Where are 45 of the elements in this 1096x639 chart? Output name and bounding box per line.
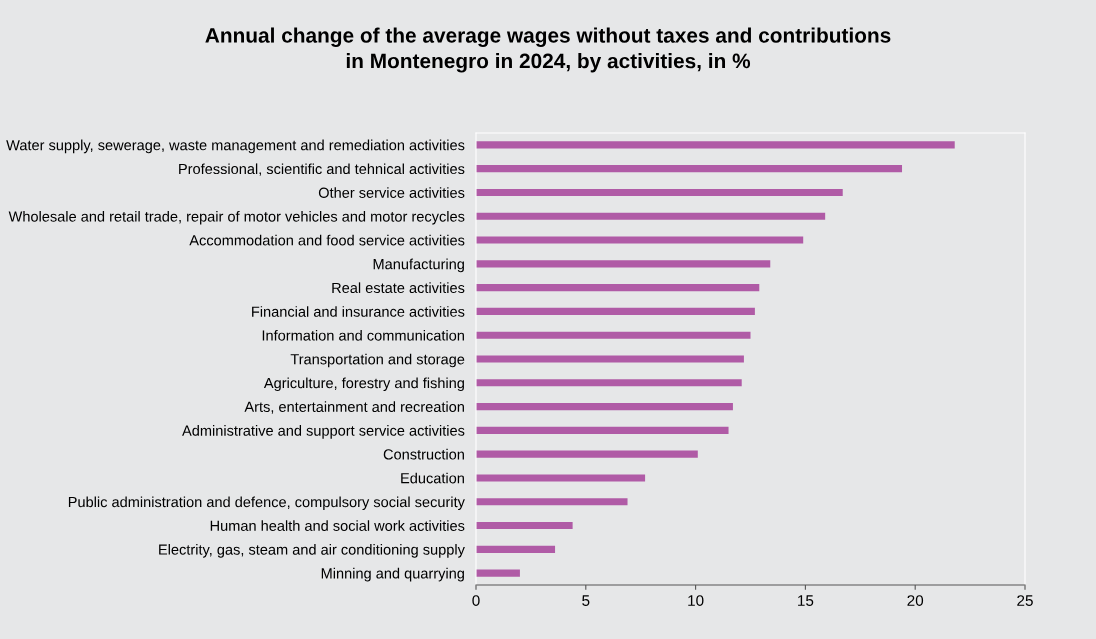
bar: [476, 212, 826, 220]
y-tick-label: Minning and quarrying: [321, 567, 464, 582]
y-tick-label: Information and communication: [262, 329, 464, 341]
bar: [476, 521, 573, 530]
y-tick-label: Transportation and storage: [290, 353, 465, 368]
y-tick-label: Professional, scientific and tehnical activities: [179, 163, 465, 176]
x-tick-label: 10: [688, 595, 704, 606]
bar: [476, 331, 751, 339]
chart-title: Annual change of the average wages without taxes and contributions in Montenegro in 2024, by activities, in %: [205, 27, 891, 73]
bar: [476, 403, 733, 411]
bar: [476, 236, 804, 244]
bar: [476, 260, 771, 268]
y-tick-label: Electrity, gas, steam and air conditioning supply: [159, 544, 465, 558]
y-tick-label: Water supply, sewerage, waste management and remediation activities: [6, 139, 465, 154]
bar: [476, 569, 520, 577]
bar: [476, 188, 843, 197]
x-tick-label: 20: [907, 595, 924, 606]
bar: [476, 165, 903, 173]
x-tick-label: 5: [582, 595, 590, 606]
y-tick-label: Construction: [383, 448, 464, 460]
x-tick-label: 15: [798, 595, 814, 606]
bar: [476, 355, 744, 363]
x-tick-label: 25: [1017, 595, 1033, 606]
y-tick-label: Wholesale and retail trade, repair of motor vehicles and motor recycles: [8, 210, 465, 225]
y-tick-label: Human health and social work activities: [210, 520, 465, 531]
y-tick-label: Arts, entertainment and recreation: [244, 401, 464, 414]
bar: [476, 141, 955, 149]
y-tick-label: Manufacturing: [373, 258, 464, 273]
bar: [476, 307, 755, 315]
y-tick-label: Accommodation and food service activities: [189, 234, 465, 246]
bar: [476, 379, 742, 387]
bar: [476, 284, 760, 292]
y-tick-label: Financial and insurance activities: [252, 306, 465, 317]
y-tick-label: Agriculture, forestry and fishing: [263, 377, 464, 392]
bar: [476, 450, 698, 458]
bar: [476, 545, 556, 553]
y-tick-label: Real estate activities: [332, 282, 465, 294]
y-tick-label: Education: [401, 472, 464, 484]
bar: [476, 498, 628, 506]
y-tick-label: Public administration and defence, compulsory social security: [68, 496, 465, 511]
x-tick-label: 0: [472, 595, 480, 606]
bar: [476, 474, 646, 482]
bar: [476, 426, 729, 434]
y-tick-label: Other service activities: [318, 187, 465, 198]
y-tick-label: Administrative and support service activities: [182, 425, 465, 439]
